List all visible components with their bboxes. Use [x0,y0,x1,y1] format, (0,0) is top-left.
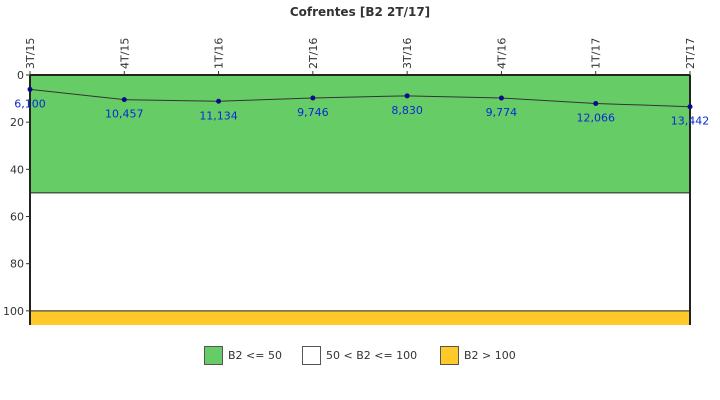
x-tick-label: 3T/16 [401,38,414,69]
x-tick-label: 1T/17 [590,38,603,69]
legend-item: 50 < B2 <= 100 [302,346,417,365]
legend-swatch [302,346,321,365]
y-tick-label: 100 [3,305,24,318]
threshold-bands [30,75,690,325]
legend-swatch [204,346,223,365]
data-point [310,95,316,101]
y-axis: 0 20 40 60 80 100 [3,69,30,318]
data-point [687,104,693,110]
data-label: 8,830 [391,104,423,117]
series-line-path [29,88,691,108]
band-2 [30,310,690,325]
x-tick-label: 3T/15 [24,38,37,69]
y-tick-label: 80 [10,258,24,271]
data-label: 13,442 [671,115,710,128]
band-1 [30,192,690,311]
chart-title: Cofrentes [B2 2T/17] [290,5,430,19]
y-tick-label: 40 [10,163,24,176]
legend-item: B2 > 100 [440,346,516,365]
data-point [498,95,504,101]
x-tick-label: 4T/15 [118,38,131,69]
data-labels: 6,100 10,457 11,134 9,746 8,830 9,774 12,066 13… [14,97,709,127]
grid [29,71,691,325]
data-point [27,86,33,92]
legend-label: 50 < B2 <= 100 [326,349,418,362]
data-label: 9,774 [486,106,518,119]
data-label: 10,457 [105,108,144,121]
data-label: 6,100 [14,97,46,110]
legend-label: B2 <= 50 [228,349,282,362]
legend: B2 <= 50 50 < B2 <= 100 B2 > 100 [0,344,720,368]
x-axis: 3T/15 4T/15 1T/16 2T/16 3T/16 4T/16 1T/17 2T/17 [24,38,697,69]
x-tick-label: 1T/16 [213,38,226,69]
y-tick-label: 20 [10,116,24,129]
data-point [121,97,127,103]
chart-svg: Cofrentes [B2 2T/17] 0 20 40 60 80 100 3T/15 4… [3,5,709,325]
x-tick-label: 2T/17 [684,38,697,69]
legend-item: B2 <= 50 [204,346,282,365]
series-line [27,86,693,110]
data-point [216,98,222,104]
data-label: 11,134 [199,109,238,122]
y-tick-label: 0 [17,69,24,82]
data-point [593,100,599,106]
band-0 [30,75,690,193]
data-label: 9,746 [297,106,329,119]
x-tick-label: 2T/16 [307,38,320,69]
data-label: 12,066 [576,111,615,124]
x-tick-label: 4T/16 [495,38,508,69]
legend-swatch [440,346,459,365]
data-point [404,93,410,99]
legend-label: B2 > 100 [464,349,516,362]
y-tick-label: 60 [10,211,24,224]
